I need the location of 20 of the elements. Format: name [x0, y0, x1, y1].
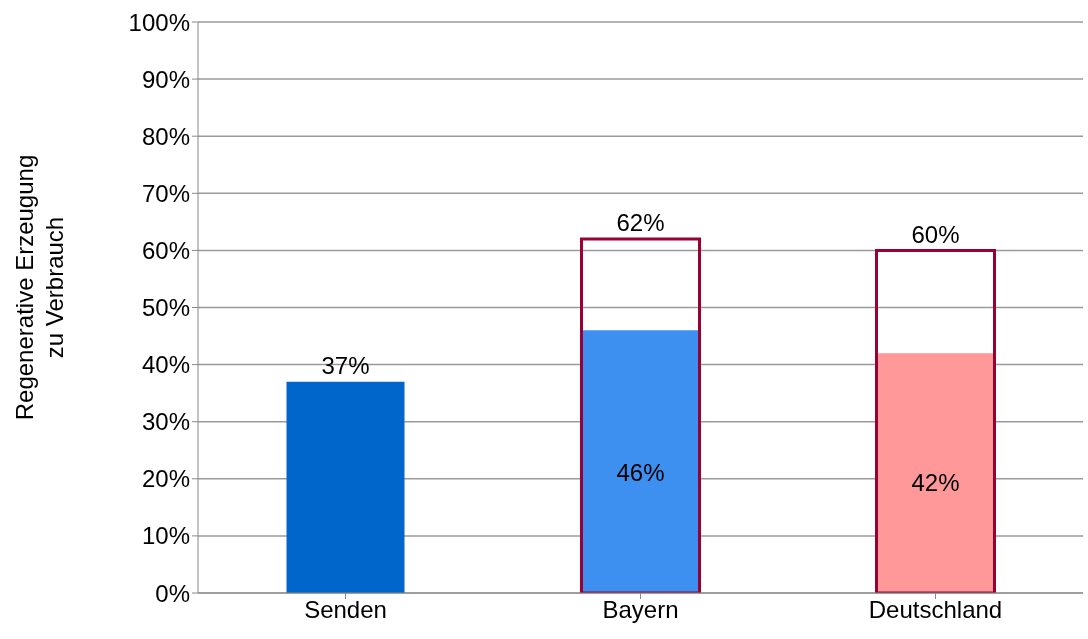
y-tick-label: 40% [141, 351, 190, 379]
data-label: 60% [911, 220, 960, 248]
y-tick-label: 60% [141, 236, 190, 264]
x-tick-label: Senden [304, 596, 387, 624]
y-tick-label: 30% [141, 408, 190, 436]
y-tick-label: 20% [141, 465, 190, 493]
y-tick-label: 80% [141, 122, 190, 150]
y-axis-title: Regenerative Erzeugung zu Verbrauch [11, 154, 68, 421]
data-label: 37% [321, 352, 370, 380]
data-label: 42% [911, 469, 960, 497]
y-tick-label: 100% [128, 8, 190, 36]
y-tick-label: 50% [141, 294, 190, 322]
data-label: 46% [616, 459, 665, 487]
y-tick-label: 0% [155, 579, 190, 607]
y-tick-label: 10% [141, 522, 190, 550]
x-tick-label: Bayern [602, 596, 679, 624]
y-tick-label: 70% [141, 179, 190, 207]
y-tick-label: 90% [141, 65, 190, 93]
data-label: 62% [616, 209, 665, 237]
x-tick-label: Deutschland [868, 596, 1003, 624]
